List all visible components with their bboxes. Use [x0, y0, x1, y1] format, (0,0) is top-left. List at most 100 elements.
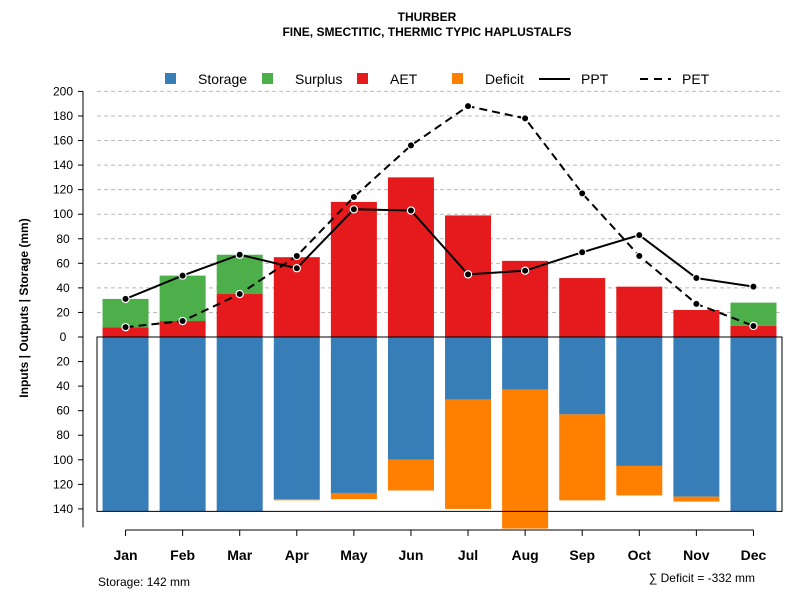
legend-swatch-surplus [262, 73, 273, 84]
bars [96, 177, 783, 529]
ppt-point [292, 264, 301, 273]
y-tick-label: 40 [56, 281, 70, 295]
deficit-bar [673, 496, 720, 502]
aet-bar [216, 294, 263, 337]
y-tick-label: 60 [56, 404, 70, 418]
storage-bar [559, 337, 606, 415]
month-label-aug: Aug [512, 547, 539, 563]
y-tick-label: 140 [53, 158, 73, 172]
month-label-mar: Mar [227, 547, 252, 563]
series-lines [121, 101, 758, 332]
ppt-point [520, 266, 530, 275]
y-tick-label: 180 [53, 109, 73, 123]
y-tick-label: 140 [53, 502, 73, 516]
pet-point [235, 289, 244, 299]
ppt-point [692, 273, 701, 283]
aet-bar [102, 327, 149, 337]
pet-point [692, 299, 701, 309]
pet-point [463, 101, 473, 111]
aet-bar [330, 201, 377, 337]
storage-bar [502, 337, 549, 390]
ppt-point [749, 282, 758, 291]
y-tick-label: 20 [56, 305, 70, 319]
chart-title: THURBER [398, 10, 457, 24]
y-tick-label: 100 [53, 207, 73, 221]
y-axis: 0 20 40 60 80 100 120 140 160 180 200 20 40 60 80 100 12… [53, 84, 84, 528]
month-label-apr: Apr [285, 547, 310, 563]
month-label-may: May [340, 547, 367, 563]
y-tick-label: 200 [53, 84, 73, 98]
storage-bar [387, 337, 434, 460]
y-tick-label: 20 [56, 355, 70, 369]
ppt-point [578, 248, 587, 257]
legend-label-storage: Storage [198, 71, 247, 87]
deficit-bar [273, 499, 320, 501]
legend-swatch-deficit [452, 73, 463, 84]
ppt-point [406, 206, 416, 215]
pet-line [125, 105, 754, 329]
ppt-point [178, 271, 187, 280]
deficit-bar [616, 465, 663, 496]
storage-bar [159, 337, 206, 512]
month-label-dec: Dec [741, 547, 767, 563]
storage-bar [102, 337, 149, 512]
ppt-line [125, 208, 754, 300]
aet-bar [559, 278, 606, 337]
deficit-note: ∑ Deficit = -332 mm [649, 571, 755, 585]
aet-bar [387, 177, 434, 337]
month-label-oct: Oct [628, 547, 652, 563]
month-label-nov: Nov [683, 547, 710, 563]
aet-bar [673, 309, 720, 337]
deficit-bar [387, 459, 434, 491]
storage-bar [216, 337, 263, 512]
deficit-bar [502, 389, 549, 529]
legend: Storage Surplus AET Deficit PPT PET [165, 71, 710, 87]
ppt-point [121, 294, 130, 304]
legend-swatch-storage [165, 73, 176, 84]
y-tick-label: 120 [53, 183, 73, 197]
grid-lines [97, 90, 782, 313]
deficit-bar [445, 399, 492, 509]
storage-bar [730, 337, 777, 512]
month-label-jul: Jul [458, 547, 478, 563]
legend-label-pet: PET [682, 71, 710, 87]
ppt-point [349, 205, 359, 214]
pet-point [292, 251, 301, 261]
y-axis-label: Inputs | Outputs | Storage (mm) [17, 218, 31, 397]
aet-bar [616, 286, 663, 337]
pet-point [406, 141, 416, 150]
pet-point [520, 114, 530, 123]
storage-bar [273, 337, 320, 500]
pet-point [178, 316, 187, 326]
pet-point [749, 321, 758, 331]
surplus-bar [102, 298, 149, 328]
pet-point [635, 251, 644, 261]
surplus-bar [730, 302, 777, 326]
y-tick-label: 60 [56, 256, 70, 270]
storage-note: Storage: 142 mm [98, 575, 190, 589]
y-tick-label: 120 [53, 477, 73, 491]
y-tick-label: 40 [56, 379, 70, 393]
deficit-bar [330, 492, 377, 500]
legend-label-surplus: Surplus [295, 71, 342, 87]
month-label-sep: Sep [569, 547, 595, 563]
month-label-jun: Jun [399, 547, 424, 563]
y-tick-label: 100 [53, 453, 73, 467]
month-label-feb: Feb [170, 547, 195, 563]
aet-bar [159, 321, 206, 337]
y-tick-label: 80 [56, 428, 70, 442]
surplus-bar [159, 275, 206, 322]
pet-point [349, 192, 359, 202]
month-label-jan: Jan [113, 547, 137, 563]
pet-point [121, 322, 130, 332]
storage-bar [616, 337, 663, 466]
legend-swatch-aet [357, 73, 368, 84]
ppt-point [463, 270, 473, 279]
legend-label-aet: AET [390, 71, 418, 87]
legend-label-deficit: Deficit [485, 71, 524, 87]
aet-bar [730, 325, 777, 337]
y-tick-label: 160 [53, 134, 73, 148]
x-axis: Jan Feb Mar Apr May Jun Jul Aug Sep Oct Nov Dec [113, 529, 767, 563]
deficit-bar [559, 414, 606, 501]
